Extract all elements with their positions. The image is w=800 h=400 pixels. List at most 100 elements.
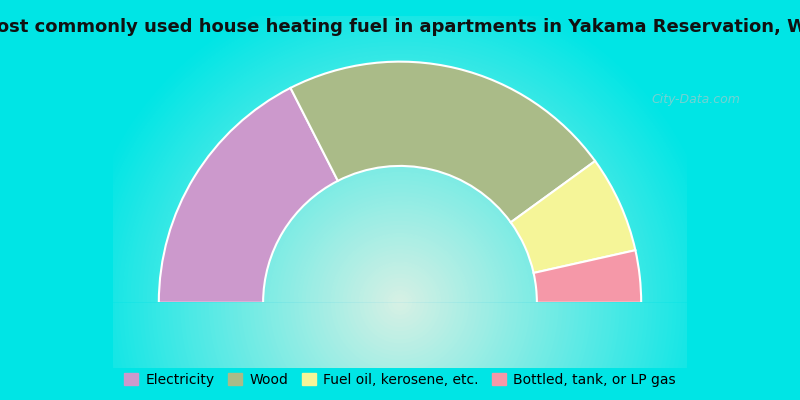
Polygon shape	[160, 303, 640, 400]
Circle shape	[380, 282, 420, 323]
Circle shape	[266, 168, 534, 400]
Circle shape	[229, 132, 571, 400]
Circle shape	[245, 148, 555, 400]
Polygon shape	[151, 303, 649, 400]
Circle shape	[78, 0, 722, 400]
Circle shape	[217, 120, 583, 400]
Circle shape	[213, 116, 587, 400]
Circle shape	[205, 107, 595, 400]
Circle shape	[375, 278, 425, 327]
Polygon shape	[176, 303, 624, 400]
Circle shape	[351, 254, 449, 352]
Polygon shape	[229, 303, 571, 400]
Polygon shape	[351, 303, 449, 352]
Circle shape	[330, 234, 470, 372]
Circle shape	[115, 18, 685, 400]
Polygon shape	[363, 303, 437, 340]
Circle shape	[119, 22, 681, 400]
Circle shape	[322, 226, 478, 380]
Polygon shape	[322, 303, 478, 380]
Polygon shape	[115, 303, 685, 400]
Polygon shape	[74, 303, 726, 400]
Polygon shape	[98, 303, 702, 400]
Polygon shape	[371, 303, 429, 331]
Polygon shape	[310, 303, 490, 392]
Circle shape	[326, 230, 474, 376]
Circle shape	[135, 38, 665, 400]
Polygon shape	[254, 303, 546, 400]
Polygon shape	[131, 303, 669, 400]
Circle shape	[314, 217, 486, 388]
Circle shape	[164, 66, 636, 400]
Polygon shape	[298, 303, 502, 400]
Circle shape	[200, 103, 600, 400]
Polygon shape	[94, 303, 706, 400]
Circle shape	[254, 156, 546, 400]
Polygon shape	[147, 303, 653, 400]
Polygon shape	[250, 303, 550, 400]
Polygon shape	[119, 303, 681, 400]
Wedge shape	[159, 88, 338, 303]
Circle shape	[290, 193, 510, 400]
Polygon shape	[392, 303, 408, 311]
Circle shape	[176, 79, 624, 400]
Polygon shape	[347, 303, 453, 356]
Circle shape	[74, 0, 726, 400]
Polygon shape	[106, 303, 694, 400]
Polygon shape	[184, 303, 616, 400]
Circle shape	[306, 209, 494, 396]
Circle shape	[196, 99, 604, 400]
Polygon shape	[180, 303, 620, 400]
Polygon shape	[294, 303, 506, 400]
Polygon shape	[139, 303, 661, 400]
Circle shape	[98, 1, 702, 400]
Polygon shape	[359, 303, 441, 344]
Polygon shape	[127, 303, 673, 400]
Circle shape	[139, 42, 661, 400]
Polygon shape	[135, 303, 665, 400]
Circle shape	[209, 111, 591, 400]
Polygon shape	[86, 303, 714, 400]
Circle shape	[147, 50, 653, 400]
Polygon shape	[290, 303, 510, 400]
Polygon shape	[278, 303, 522, 400]
Circle shape	[127, 30, 673, 400]
Polygon shape	[286, 303, 514, 400]
Circle shape	[294, 197, 506, 400]
Polygon shape	[221, 303, 579, 400]
Polygon shape	[270, 303, 530, 400]
Polygon shape	[326, 303, 474, 376]
Polygon shape	[241, 303, 559, 400]
Circle shape	[94, 0, 706, 400]
Polygon shape	[110, 303, 690, 400]
Circle shape	[102, 6, 698, 400]
Polygon shape	[225, 303, 575, 400]
Circle shape	[310, 213, 490, 392]
Polygon shape	[217, 303, 583, 400]
Circle shape	[339, 242, 461, 364]
Polygon shape	[282, 303, 518, 400]
Circle shape	[172, 75, 628, 400]
Circle shape	[110, 14, 690, 400]
Circle shape	[180, 83, 620, 400]
Polygon shape	[258, 303, 542, 400]
Polygon shape	[330, 303, 470, 372]
Polygon shape	[237, 303, 563, 400]
Circle shape	[258, 160, 542, 400]
Legend: Electricity, Wood, Fuel oil, kerosene, etc., Bottled, tank, or LP gas: Electricity, Wood, Fuel oil, kerosene, e…	[120, 369, 680, 391]
Text: City-Data.com: City-Data.com	[651, 94, 741, 106]
Circle shape	[86, 0, 714, 400]
Circle shape	[184, 87, 616, 400]
Polygon shape	[318, 303, 482, 384]
Circle shape	[318, 221, 482, 384]
Circle shape	[302, 205, 498, 400]
Polygon shape	[245, 303, 555, 400]
Circle shape	[359, 262, 441, 344]
Polygon shape	[396, 303, 404, 307]
Polygon shape	[78, 303, 722, 400]
Circle shape	[160, 62, 640, 400]
Circle shape	[384, 286, 416, 319]
Polygon shape	[388, 303, 412, 315]
Circle shape	[274, 176, 526, 400]
Circle shape	[347, 250, 453, 356]
